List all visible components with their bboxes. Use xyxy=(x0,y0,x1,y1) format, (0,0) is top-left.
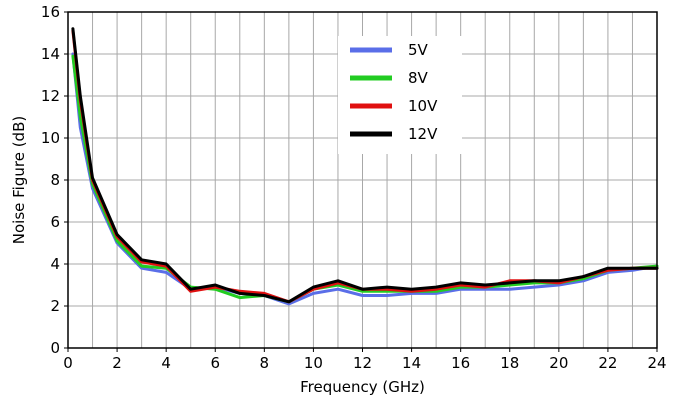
y-tick-label: 14 xyxy=(41,45,60,63)
legend-label-8v: 8V xyxy=(408,69,429,87)
x-tick-label: 12 xyxy=(353,354,372,372)
x-tick-label: 0 xyxy=(63,354,73,372)
x-tick-label: 10 xyxy=(304,354,323,372)
series-lines xyxy=(71,27,659,306)
x-tick-label: 4 xyxy=(161,354,171,372)
x-tick-label: 16 xyxy=(451,354,470,372)
y-tick-label: 12 xyxy=(41,87,60,105)
y-axis-title: Noise Figure (dB) xyxy=(10,116,28,244)
y-tick-label: 6 xyxy=(50,213,60,231)
x-tick-label: 2 xyxy=(112,354,122,372)
x-tick-label: 20 xyxy=(549,354,568,372)
x-tick-label: 6 xyxy=(210,354,220,372)
x-tick-label: 8 xyxy=(260,354,270,372)
x-tick-label: 22 xyxy=(598,354,617,372)
x-tick-label: 18 xyxy=(500,354,519,372)
legend-label-10v: 10V xyxy=(408,97,438,115)
legend-label-5v: 5V xyxy=(408,41,429,59)
series-line-5v xyxy=(71,52,659,306)
y-tick-label: 8 xyxy=(50,171,60,189)
x-axis-title: Frequency (GHz) xyxy=(300,378,425,396)
legend: 5V 8V 10V 12V xyxy=(338,36,462,154)
x-tick-label: 24 xyxy=(647,354,666,372)
y-tick-label: 10 xyxy=(41,129,60,147)
legend-label-12v: 12V xyxy=(408,125,438,143)
y-tick-label: 16 xyxy=(41,3,60,21)
y-tick-label: 0 xyxy=(50,339,60,357)
y-tick-label: 4 xyxy=(50,255,60,273)
y-tick-label: 2 xyxy=(50,297,60,315)
x-tick-label: 14 xyxy=(402,354,421,372)
plot-frame xyxy=(67,11,658,349)
series-line-12v xyxy=(71,27,659,304)
